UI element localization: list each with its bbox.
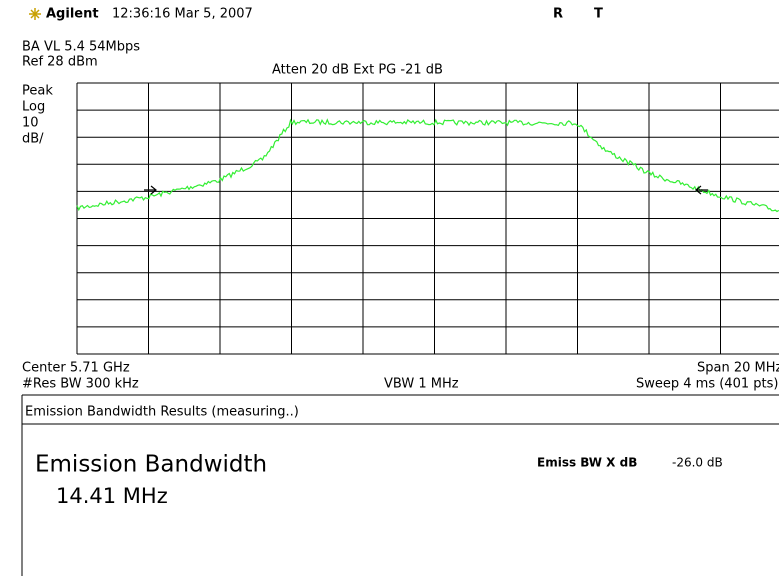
brand: Agilent: [46, 7, 99, 22]
rbw: #Res BW 300 kHz: [22, 377, 139, 392]
ref-level: Ref 28 dBm: [22, 55, 98, 70]
vbw: VBW 1 MHz: [384, 377, 459, 392]
scale-label: dB/: [22, 132, 44, 147]
marker-arrow: [144, 185, 708, 195]
scale-label: Peak: [22, 84, 53, 99]
span: Span 20 MHz: [697, 361, 779, 376]
trace: [76, 118, 779, 213]
logo: [29, 8, 41, 20]
flag: R: [553, 7, 563, 22]
results-title: Emission Bandwidth Results (measuring..): [25, 405, 299, 420]
param-label: Emiss BW X dB: [537, 456, 637, 470]
timestamp: 12:36:16 Mar 5, 2007: [112, 7, 253, 22]
param-value: -26.0 dB: [672, 456, 723, 470]
flag: T: [594, 7, 603, 22]
attenuation: Atten 20 dB Ext PG -21 dB: [272, 63, 443, 78]
result-label: Emission Bandwidth: [35, 452, 267, 478]
center-freq: Center 5.71 GHz: [22, 361, 130, 376]
scale-label: 10: [22, 116, 39, 131]
mode: BA VL 5.4 54Mbps: [22, 40, 140, 55]
result-value: 14.41 MHz: [56, 484, 168, 508]
graticule: [76, 82, 779, 355]
sweep: Sweep 4 ms (401 pts): [636, 377, 778, 392]
scale-label: Log: [22, 100, 45, 115]
